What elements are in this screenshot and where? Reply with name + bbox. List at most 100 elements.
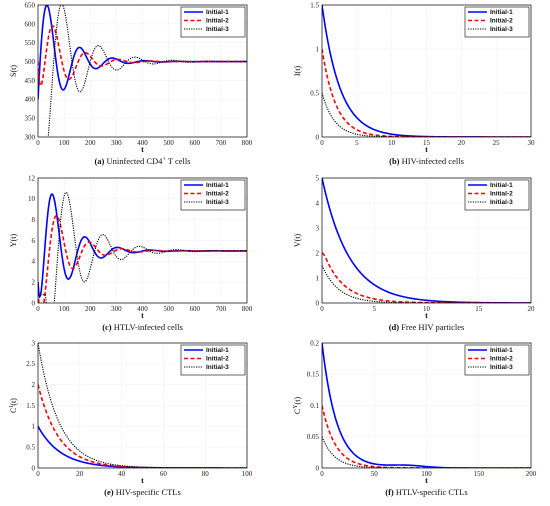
x-axis-label: t	[141, 145, 144, 154]
y-tick-label: 12	[28, 174, 36, 182]
y-tick-label: 1.5	[310, 1, 319, 9]
panel-caption: (a) Uninfected CD4+ T cells	[94, 156, 190, 166]
y-tick-label: 450	[25, 77, 36, 85]
x-tick-label: 200	[85, 305, 96, 313]
axes-frame	[321, 342, 532, 469]
y-tick-label: 1.5	[26, 402, 35, 410]
legend-label: Initial-3	[206, 364, 229, 371]
panel-caption: (b) HIV-infected cells	[389, 156, 464, 166]
y-tick-label: 1	[316, 274, 320, 282]
x-tick-label: 10	[388, 139, 396, 147]
panel-caption: (c) HTLV-infected cells	[102, 322, 183, 332]
x-tick-label: 10	[423, 305, 431, 313]
y-tick-label: 1	[316, 45, 320, 53]
legend-label: Initial-1	[206, 182, 229, 189]
x-tick-label: 5	[355, 139, 359, 147]
legend-label: Initial-2	[206, 18, 229, 25]
legend-label: Initial-2	[206, 191, 229, 198]
legend-label: Initial-1	[490, 9, 513, 16]
y-tick-label: 0	[316, 299, 320, 307]
y-tick-label: 550	[25, 39, 36, 47]
x-axis-label: t	[141, 311, 144, 320]
y-tick-label: 0.15	[307, 371, 320, 379]
y-tick-label: 2	[32, 381, 36, 389]
y-tick-label: 0	[32, 299, 36, 307]
x-tick-label: 0	[320, 305, 324, 313]
legend-label: Initial-3	[490, 26, 513, 33]
axes-frame	[321, 4, 532, 138]
legend-label: Initial-1	[206, 9, 229, 16]
x-axis-label: t	[425, 476, 428, 485]
legend-label: Initial-1	[490, 347, 513, 354]
y-tick-label: 0.5	[310, 89, 319, 97]
chart-panel-a: 0 100 200 300 400 500 600 700 800 300 350 400 450 500…	[9, 1, 253, 166]
y-tick-label: 600	[25, 20, 36, 28]
y-tick-label: 0	[32, 464, 36, 472]
y-tick-label: 4	[316, 199, 320, 207]
y-tick-label: 0.5	[26, 444, 35, 452]
y-tick-label: 3	[32, 339, 36, 347]
series-line-initial-2	[38, 384, 247, 468]
legend-label: Initial-2	[490, 356, 513, 363]
x-tick-label: 300	[111, 139, 122, 147]
x-axis-label: t	[141, 476, 144, 485]
y-axis-label: V(t)	[293, 234, 302, 248]
y-tick-label: 4	[32, 258, 36, 266]
axes-frame	[321, 177, 532, 304]
legend-label: Initial-2	[490, 191, 513, 198]
y-tick-label: 0.1	[310, 402, 319, 410]
x-tick-label: 40	[118, 470, 126, 478]
y-axis-label: Y(t)	[9, 234, 18, 248]
y-axis-label: S(t)	[9, 65, 18, 77]
x-tick-label: 0	[36, 305, 40, 313]
x-tick-label: 150	[474, 470, 485, 478]
x-tick-label: 800	[242, 139, 253, 147]
x-tick-label: 30	[528, 139, 536, 147]
x-tick-label: 200	[85, 139, 96, 147]
x-tick-label: 0	[36, 470, 40, 478]
x-tick-label: 20	[76, 470, 84, 478]
x-tick-label: 0	[320, 470, 324, 478]
chart-panel-c: 0 100 200 300 400 500 600 700 800 0 2 4 6 8 10 12 t Y(t) I…	[9, 174, 253, 332]
axes-frame	[37, 4, 248, 138]
series-line-initial-3	[38, 5, 247, 137]
x-tick-label: 100	[59, 305, 70, 313]
panel-caption: (d) Free HIV particles	[389, 322, 465, 332]
x-tick-label: 5	[373, 305, 377, 313]
y-tick-label: 0.05	[307, 433, 320, 441]
y-tick-label: 0	[316, 133, 320, 141]
x-tick-label: 100	[242, 470, 253, 478]
y-tick-label: 10	[28, 195, 36, 203]
legend-label: Initial-3	[490, 199, 513, 206]
chart-panel-d: 0 5 10 15 20 0 1 2 3 4 5 t V(t) Initial-1 Initial-2Ini…	[293, 174, 535, 332]
y-tick-label: 2	[316, 249, 320, 257]
y-tick-label: 0	[316, 464, 320, 472]
y-axis-label: I(t)	[293, 66, 302, 77]
x-axis-label: t	[425, 311, 428, 320]
x-tick-label: 100	[59, 139, 70, 147]
y-tick-label: 3	[316, 224, 320, 232]
x-tick-label: 600	[190, 305, 201, 313]
x-tick-label: 300	[111, 305, 122, 313]
legend-label: Initial-1	[206, 347, 229, 354]
y-tick-label: 2.5	[26, 360, 35, 368]
axes-frame	[37, 177, 248, 304]
y-tick-label: 8	[32, 216, 36, 224]
series-line-initial-1	[322, 343, 531, 468]
y-tick-label: 0.2	[310, 339, 319, 347]
x-tick-label: 800	[242, 305, 253, 313]
x-tick-label: 50	[371, 470, 379, 478]
y-tick-label: 1	[32, 423, 36, 431]
legend-label: Initial-3	[206, 26, 229, 33]
y-axis-label: CY(t)	[293, 397, 302, 415]
x-tick-label: 600	[190, 139, 201, 147]
y-tick-label: 400	[25, 96, 36, 104]
x-tick-label: 20	[458, 139, 466, 147]
x-tick-label: 15	[423, 139, 431, 147]
series-line-initial-3	[38, 191, 247, 303]
x-tick-label: 60	[160, 470, 168, 478]
x-tick-label: 700	[216, 305, 227, 313]
y-tick-label: 300	[25, 133, 36, 141]
x-axis-label: t	[425, 145, 428, 154]
